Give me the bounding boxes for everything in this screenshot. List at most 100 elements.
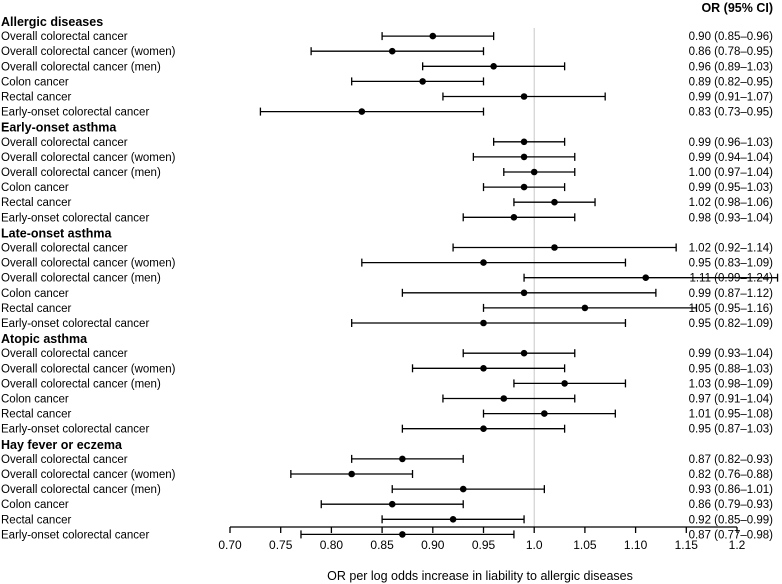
row-label: Early-onset colorectal cancer	[1, 107, 149, 119]
point-estimate	[419, 78, 426, 85]
point-estimate	[520, 93, 528, 100]
point-estimate	[520, 153, 528, 161]
or-ci-value: 0.93 (0.86–1.01)	[689, 484, 774, 496]
point-estimate	[500, 395, 508, 402]
x-tick-label: 1.2	[729, 538, 746, 552]
plot-rows: Allergic diseases Overall colorectal canc…	[1, 15, 779, 541]
x-tick-label: 1.15	[675, 538, 699, 552]
point-estimate	[348, 470, 355, 478]
point-estimate	[449, 516, 457, 523]
row-label: Overall colorectal cancer (women)	[1, 363, 176, 375]
row-label: Overall colorectal cancer	[1, 454, 128, 466]
group-title: Atopic asthma	[1, 332, 88, 346]
row-label: Rectal cancer	[1, 514, 71, 526]
row-label: Rectal cancer	[1, 303, 71, 315]
or-ci-value: 0.87 (0.82–0.93)	[689, 454, 774, 466]
row-label: Colon cancer	[1, 182, 69, 194]
x-axis-label: OR per log odds increase in liability to…	[327, 569, 633, 583]
row-label: Overall colorectal cancer (men)	[1, 167, 161, 179]
or-ci-value: 0.99 (0.96–1.03)	[689, 137, 774, 149]
x-tick-label: 0.80	[320, 538, 344, 552]
column-header: OR (95% CI)	[701, 1, 773, 15]
or-ci-value: 0.95 (0.87–1.03)	[689, 424, 774, 436]
group-title: Late-onset asthma	[1, 226, 112, 240]
or-ci-value: 0.99 (0.91–1.07)	[689, 92, 774, 104]
or-ci-value: 0.95 (0.83–1.09)	[689, 258, 774, 270]
point-estimate	[520, 183, 528, 191]
point-estimate	[490, 63, 497, 70]
x-tick-label: 1.10	[624, 538, 648, 552]
or-ci-value: 0.95 (0.82–1.09)	[689, 318, 774, 330]
x-tick-label: 1.0	[526, 538, 543, 552]
x-tick-label: 0.75	[269, 538, 293, 552]
point-estimate	[480, 365, 487, 372]
row-label: Overall colorectal cancer (men)	[1, 61, 161, 73]
or-ci-value: 0.99 (0.93–1.04)	[689, 348, 774, 360]
or-ci-value: 1.02 (0.98–1.06)	[689, 197, 774, 209]
or-ci-value: 0.86 (0.78–0.95)	[689, 46, 774, 58]
or-ci-value: 0.86 (0.79–0.93)	[689, 499, 774, 511]
row-label: Early-onset colorectal cancer	[1, 212, 149, 224]
or-ci-value: 0.92 (0.85–0.99)	[689, 514, 774, 526]
x-tick-label: 0.85	[370, 538, 394, 552]
point-estimate	[480, 259, 487, 266]
point-estimate	[510, 214, 518, 221]
or-ci-value: 0.90 (0.85–0.96)	[689, 31, 774, 43]
row-label: Colon cancer	[1, 288, 69, 300]
x-tick-label: 1.05	[573, 538, 597, 552]
row-label: Rectal cancer	[1, 197, 71, 209]
point-estimate	[520, 349, 528, 357]
point-estimate	[551, 244, 558, 251]
or-ci-value: 1.03 (0.98–1.09)	[689, 378, 774, 390]
row-label: Overall colorectal cancer (women)	[1, 258, 176, 270]
row-label: Overall colorectal cancer (men)	[1, 378, 161, 390]
row-label: Overall colorectal cancer (men)	[1, 273, 161, 285]
or-ci-value: 1.11 (0.99–1.24)	[689, 273, 773, 285]
or-ci-value: 0.96 (0.89–1.03)	[689, 61, 774, 73]
or-ci-value: 0.87 (0.77–0.98)	[689, 529, 774, 541]
or-ci-value: 1.00 (0.97–1.04)	[689, 167, 774, 179]
point-estimate	[642, 274, 650, 282]
x-tick-label: 0.90	[421, 538, 445, 552]
row-label: Overall colorectal cancer	[1, 31, 128, 43]
point-estimate	[388, 500, 396, 508]
point-estimate	[429, 32, 437, 40]
row-label: Colon cancer	[1, 76, 69, 88]
point-estimate	[399, 455, 406, 463]
x-tick-label: 0.95	[472, 538, 496, 552]
row-label: Overall colorectal cancer (men)	[1, 484, 161, 496]
point-estimate	[480, 319, 487, 327]
row-label: Early-onset colorectal cancer	[1, 529, 149, 541]
row-label: Overall colorectal cancer	[1, 137, 128, 149]
row-label: Overall colorectal cancer (women)	[1, 469, 176, 481]
or-ci-value: 0.82 (0.76–0.88)	[689, 469, 774, 481]
group-title: Hay fever or eczema	[1, 438, 123, 452]
or-ci-value: 0.99 (0.87–1.12)	[689, 288, 774, 300]
row-label: Colon cancer	[1, 394, 69, 406]
row-label: Rectal cancer	[1, 409, 71, 421]
point-estimate	[581, 304, 589, 312]
group-title: Allergic diseases	[1, 15, 103, 29]
point-estimate	[459, 485, 467, 493]
point-estimate	[530, 168, 538, 176]
or-ci-value: 1.02 (0.92–1.14)	[689, 243, 774, 255]
row-label: Early-onset colorectal cancer	[1, 424, 149, 436]
row-label: Rectal cancer	[1, 92, 71, 104]
point-estimate	[551, 198, 558, 206]
or-ci-value: 0.95 (0.88–1.03)	[689, 363, 774, 375]
point-estimate	[541, 410, 548, 417]
row-label: Overall colorectal cancer (women)	[1, 152, 176, 164]
point-estimate	[399, 531, 406, 538]
or-ci-value: 1.01 (0.95–1.08)	[689, 409, 774, 421]
row-label: Overall colorectal cancer	[1, 243, 128, 255]
point-estimate	[520, 138, 528, 146]
point-estimate	[480, 425, 487, 433]
point-estimate	[388, 47, 396, 55]
row-label: Colon cancer	[1, 499, 69, 511]
row-label: Overall colorectal cancer (women)	[1, 46, 176, 58]
x-axis: 0.70 0.75 0.80 0.85 0.90 0.95 1.0 1.05 1.10 1.15 1…	[218, 526, 746, 552]
or-ci-value: 1.05 (0.95–1.16)	[689, 303, 774, 315]
or-ci-value: 0.83 (0.73–0.95)	[689, 107, 774, 119]
point-estimate	[358, 108, 366, 115]
